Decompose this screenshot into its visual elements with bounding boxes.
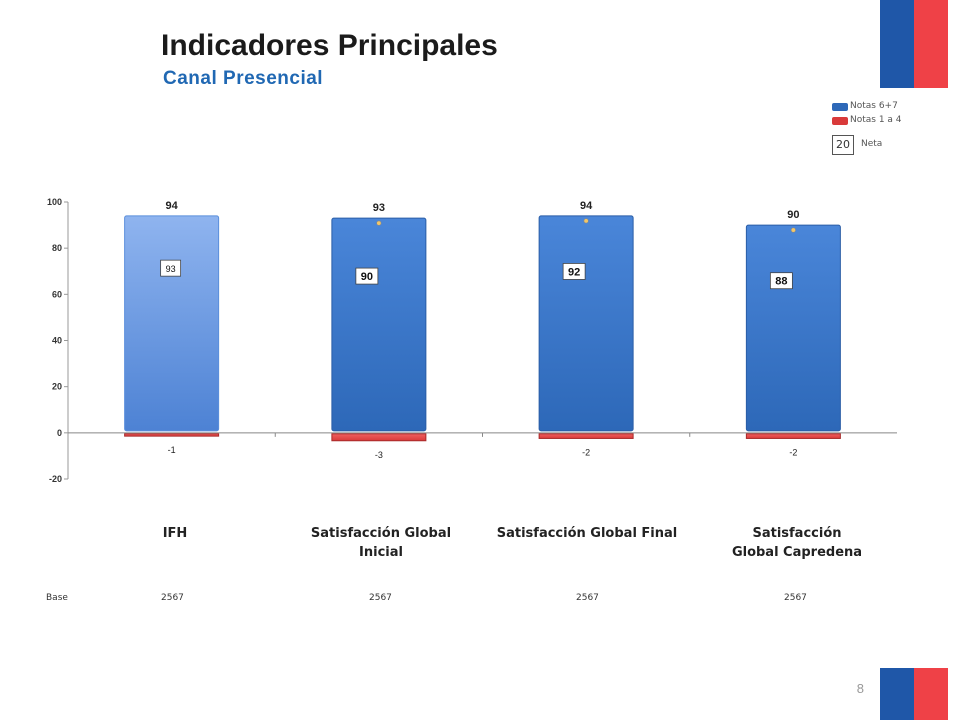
category-label-1: Satisfacción Global Inicial bbox=[276, 524, 486, 562]
net-marker-3 bbox=[790, 227, 796, 233]
base-value-2: 2567 bbox=[576, 593, 599, 603]
category-label-3-line-0: Satisfacción bbox=[752, 526, 842, 541]
category-label-1-line-1: Inicial bbox=[359, 545, 403, 560]
base-value-0: 2567 bbox=[161, 593, 184, 603]
bar-negative-label-3: -2 bbox=[789, 447, 797, 457]
net-box-0 bbox=[160, 259, 182, 277]
page-title: Indicadores Principales bbox=[161, 29, 498, 62]
bar-positive-3 bbox=[745, 224, 841, 432]
page-number: 8 bbox=[856, 681, 864, 696]
bar-positive-label-2: 94 bbox=[580, 200, 593, 212]
flag-logo-top bbox=[880, 0, 948, 88]
category-label-2-line-0: Satisfacción Global Final bbox=[496, 526, 678, 541]
y-tick-label-0: -20 bbox=[49, 474, 62, 484]
net-marker-1 bbox=[376, 220, 382, 226]
bar-negative-0 bbox=[124, 433, 220, 437]
legend-net-box: 20 bbox=[832, 135, 854, 155]
base-value-3: 2567 bbox=[784, 593, 807, 603]
category-label-0-line-0: IFH bbox=[162, 526, 188, 541]
category-label-0: IFH bbox=[70, 524, 280, 543]
net-label-2: 92 bbox=[568, 266, 580, 278]
bar-negative-2 bbox=[538, 433, 634, 439]
y-tick-label-6: 100 bbox=[47, 197, 62, 207]
y-tick-label-5: 80 bbox=[52, 243, 62, 253]
bar-positive-label-3: 90 bbox=[787, 209, 799, 221]
page-subtitle: Canal Presencial bbox=[163, 68, 324, 89]
y-tick-label-3: 40 bbox=[52, 336, 62, 346]
base-value-1: 2567 bbox=[369, 593, 392, 603]
legend-net-label: Neta bbox=[861, 139, 883, 149]
net-box-3 bbox=[769, 272, 793, 290]
net-label-1: 90 bbox=[361, 271, 373, 283]
flag-logo-bottom bbox=[880, 668, 948, 720]
category-label-2: Satisfacción Global Final bbox=[482, 524, 692, 543]
bar-negative-label-2: -2 bbox=[582, 447, 590, 457]
bar-positive-label-1: 93 bbox=[373, 202, 385, 214]
bar-negative-1 bbox=[331, 433, 427, 442]
bar-negative-label-0: -1 bbox=[168, 445, 176, 455]
bar-positive-0 bbox=[124, 215, 220, 432]
category-label-3-line-1: Global Capredena bbox=[731, 545, 863, 560]
legend-label-negative: Notas 1 a 4 bbox=[850, 115, 902, 125]
bar-positive-2 bbox=[538, 215, 634, 432]
net-marker-2 bbox=[583, 218, 589, 224]
net-label-0: 93 bbox=[166, 264, 176, 274]
net-box-1 bbox=[355, 267, 379, 285]
bar-negative-3 bbox=[745, 433, 841, 439]
category-label-3: Satisfacción Global Capredena bbox=[692, 524, 902, 562]
legend-label-positive: Notas 6+7 bbox=[850, 101, 898, 111]
y-tick-label-4: 60 bbox=[52, 289, 62, 299]
net-box-2 bbox=[562, 263, 586, 280]
base-label: Base bbox=[46, 593, 68, 603]
legend-swatch-negative bbox=[832, 117, 848, 125]
net-label-3: 88 bbox=[775, 276, 787, 288]
bar-positive-1 bbox=[331, 217, 427, 432]
bar-positive-label-0: 94 bbox=[166, 200, 179, 212]
y-tick-label-1: 0 bbox=[57, 428, 62, 438]
category-label-1-line-0: Satisfacción Global bbox=[310, 526, 452, 541]
bar-negative-label-1: -3 bbox=[375, 450, 383, 460]
legend-swatch-positive bbox=[832, 103, 848, 111]
y-tick-label-2: 20 bbox=[52, 382, 62, 392]
